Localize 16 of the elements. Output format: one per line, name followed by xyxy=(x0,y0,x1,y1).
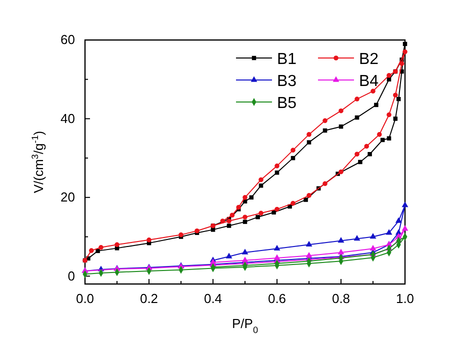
legend-label: B5 xyxy=(277,95,297,112)
y-tick-label: 20 xyxy=(60,190,75,205)
y-tick-label: 40 xyxy=(60,110,75,126)
y-tick-label: 0 xyxy=(68,268,75,284)
x-tick-label: 0.2 xyxy=(140,291,158,306)
legend-label: B2 xyxy=(359,51,379,68)
x-axis-title: P/P$_{0}$ xyxy=(232,316,258,335)
x-tick-label: 0.4 xyxy=(204,291,222,306)
x-tick-label: 0.8 xyxy=(332,291,350,306)
y-tick-label: 60 xyxy=(60,32,75,48)
legend-label: B4 xyxy=(359,73,379,90)
x-tick-label: 1.0 xyxy=(396,291,414,306)
x-tick-label: 0.6 xyxy=(268,291,286,306)
legend-label: B1 xyxy=(277,51,297,68)
x-tick-label: 0.0 xyxy=(76,291,94,306)
legend-label: B3 xyxy=(277,73,297,90)
